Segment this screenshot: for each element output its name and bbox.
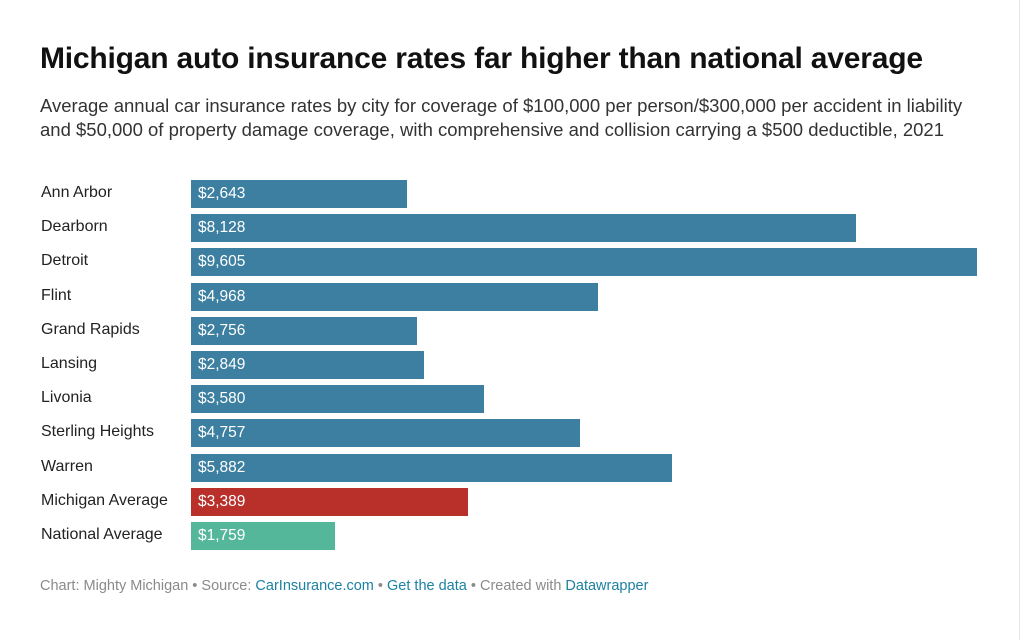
bar-row: Dearborn $8,128 bbox=[0, 210, 1000, 244]
bar-row: Grand Rapids $2,756 bbox=[0, 313, 1000, 347]
chart-title: Michigan auto insurance rates far higher… bbox=[40, 42, 923, 75]
category-label: Ann Arbor bbox=[41, 184, 113, 201]
bar-row: Detroit $9,605 bbox=[0, 244, 1000, 278]
category-label: National Average bbox=[41, 526, 163, 543]
bar-value-label: $5,882 bbox=[198, 458, 246, 476]
bar bbox=[191, 419, 580, 448]
category-label: Lansing bbox=[41, 355, 98, 372]
chart-subtitle: Average annual car insurance rates by ci… bbox=[40, 95, 963, 140]
source-prefix: Source: bbox=[201, 578, 256, 594]
footer-separator: • bbox=[188, 578, 202, 594]
bar-row: National Average $1,759 bbox=[0, 518, 1000, 552]
bar-value-label: $3,389 bbox=[198, 492, 246, 510]
bar bbox=[191, 487, 468, 516]
bar bbox=[191, 522, 335, 550]
bar-value-label: $9,605 bbox=[198, 253, 246, 271]
bar-value-label: $8,128 bbox=[198, 219, 246, 237]
created-with-prefix: Created with bbox=[479, 578, 566, 594]
bar-value-label: $2,643 bbox=[198, 185, 246, 202]
bar bbox=[191, 351, 424, 379]
bar-row: Lansing $2,849 bbox=[0, 347, 1000, 381]
category-label: Michigan Average bbox=[41, 491, 168, 509]
bar-row: Livonia $3,580 bbox=[0, 381, 1000, 415]
category-label: Sterling Heights bbox=[41, 423, 154, 441]
source-link[interactable]: CarInsurance.com bbox=[255, 578, 374, 594]
footer-separator: • bbox=[466, 578, 480, 594]
bar-value-label: $3,580 bbox=[198, 390, 246, 408]
category-label: Detroit bbox=[41, 252, 89, 270]
bar-value-label: $1,759 bbox=[198, 527, 246, 544]
chart-footer: Chart: Mighty Michigan • Source: CarInsu… bbox=[40, 578, 648, 594]
bar-value-label: $4,968 bbox=[198, 287, 246, 305]
bar bbox=[191, 282, 598, 311]
bar bbox=[191, 180, 407, 208]
bar bbox=[191, 316, 417, 345]
bar-value-label: $4,757 bbox=[198, 424, 246, 442]
bar bbox=[191, 385, 484, 414]
category-label: Dearborn bbox=[41, 218, 108, 236]
footer-separator: • bbox=[373, 578, 388, 594]
get-data-link[interactable]: Get the data bbox=[387, 578, 467, 594]
category-label: Grand Rapids bbox=[41, 320, 140, 338]
category-label: Warren bbox=[41, 457, 93, 475]
bar-row: Warren $5,882 bbox=[0, 450, 1000, 484]
category-label: Livonia bbox=[41, 389, 92, 407]
bar bbox=[191, 214, 856, 243]
bar-value-label: $2,756 bbox=[198, 321, 246, 339]
bar-value-label: $2,849 bbox=[198, 356, 246, 373]
bar-row: Sterling Heights $4,757 bbox=[0, 415, 1000, 449]
datawrapper-link[interactable]: Datawrapper bbox=[565, 578, 649, 594]
chart-credit: Chart: Mighty Michigan bbox=[40, 578, 189, 594]
bar bbox=[191, 248, 977, 277]
right-divider bbox=[1019, 0, 1020, 640]
bar-row: Flint $4,968 bbox=[0, 279, 1000, 313]
bar-row: Michigan Average $3,389 bbox=[0, 484, 1000, 518]
bar bbox=[191, 453, 672, 482]
bar-row: Ann Arbor $2,643 bbox=[0, 176, 1000, 210]
category-label: Flint bbox=[41, 286, 72, 304]
bar-chart: Ann Arbor $2,643 Dearborn $8,128 Detroit $9,6… bbox=[0, 176, 1024, 556]
